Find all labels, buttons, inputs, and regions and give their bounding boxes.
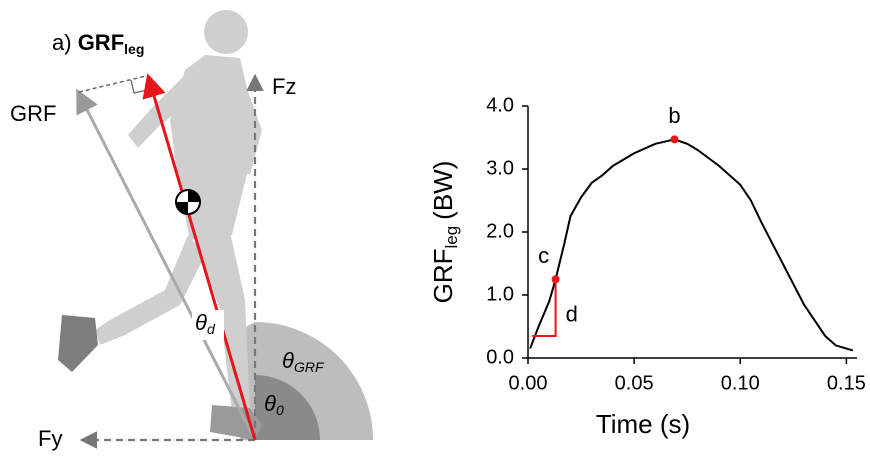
- fz-label: Fz: [272, 74, 296, 99]
- point-label: b: [668, 103, 680, 128]
- y-label-sub: leg: [442, 226, 461, 249]
- y-label-unit: (BW): [428, 161, 458, 220]
- panel-title: a) GRFleg: [52, 30, 144, 57]
- y-tick-label: 3.0: [486, 157, 514, 179]
- title-sub: leg: [124, 41, 144, 57]
- right-angle: [130, 79, 148, 94]
- theta-0-sector: [255, 375, 320, 440]
- point-marker: [670, 135, 679, 144]
- y-tick-label: 4.0: [486, 94, 514, 116]
- title-main: GRF: [78, 30, 124, 55]
- symbol: θ: [264, 391, 276, 416]
- fy-label: Fy: [38, 426, 62, 451]
- data-line: [529, 138, 854, 352]
- y-axis-label: GRFleg (BW): [428, 161, 462, 304]
- point-label: c: [538, 243, 549, 268]
- theta-0-label: θ0: [264, 391, 284, 418]
- subscript: GRF: [294, 359, 325, 375]
- x-tick-label: 0.05: [615, 372, 654, 394]
- theta-d-label: θd: [195, 310, 216, 337]
- x-axis-label: Time (s): [596, 409, 690, 439]
- symbol: θ: [195, 310, 207, 335]
- center-of-mass: [175, 189, 201, 215]
- slope-label: d: [566, 301, 578, 326]
- x-tick-label: 0.00: [509, 372, 548, 394]
- grf-leg-vector: [142, 73, 257, 441]
- label-bg: [192, 310, 224, 340]
- point-marker: [551, 275, 560, 284]
- panel-letter: a): [52, 30, 72, 55]
- projection-line: [78, 75, 147, 93]
- y-tick-label: 1.0: [486, 283, 514, 305]
- x-tick-label: 0.15: [827, 372, 866, 394]
- runner: [58, 10, 262, 440]
- y-tick-label: 0.0: [486, 346, 514, 368]
- y-label-main: GRF: [428, 249, 458, 304]
- slope-triangle: [532, 279, 557, 337]
- theta-grf-label: θGRF: [282, 348, 325, 375]
- grf-label: GRF: [10, 101, 56, 126]
- x-tick-label: 0.10: [721, 372, 760, 394]
- subscript: d: [207, 321, 216, 337]
- grf-vector: [76, 88, 257, 441]
- y-tick-label: 2.0: [486, 220, 514, 242]
- theta-d: θd: [192, 310, 224, 340]
- subscript: 0: [276, 402, 284, 418]
- symbol: θ: [282, 348, 294, 373]
